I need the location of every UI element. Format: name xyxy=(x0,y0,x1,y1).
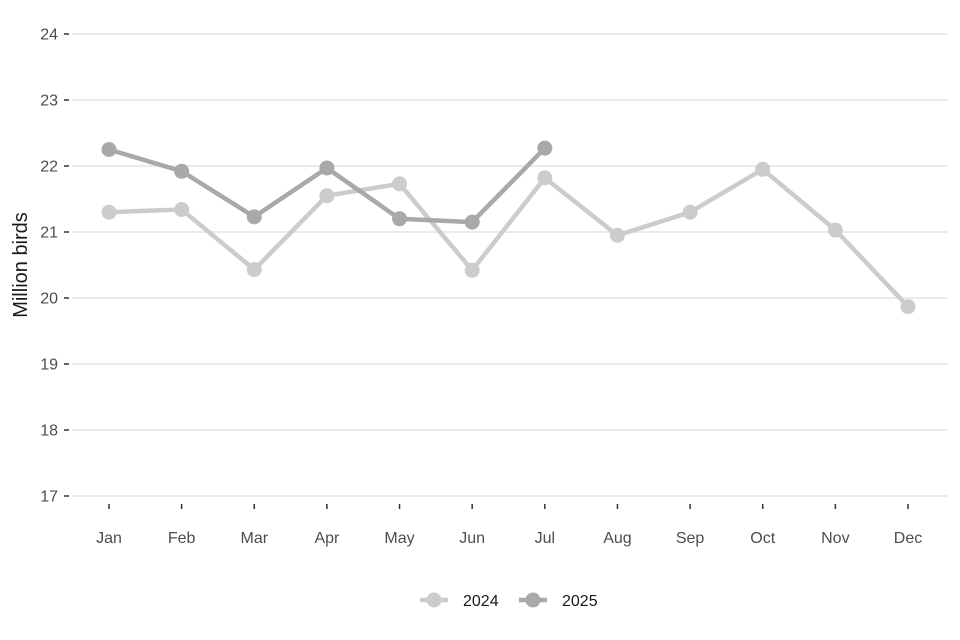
data-point xyxy=(319,160,335,176)
data-point xyxy=(682,204,698,220)
data-point xyxy=(174,163,190,179)
data-point xyxy=(392,176,408,192)
data-point xyxy=(464,262,480,278)
x-tick-label: Aug xyxy=(603,530,631,547)
x-tick-label: Oct xyxy=(750,530,775,547)
legend-label: 2025 xyxy=(562,593,598,610)
series-line xyxy=(108,167,910,309)
data-point xyxy=(464,214,480,230)
y-tick-label: 22 xyxy=(40,159,58,176)
x-tick-label: Jul xyxy=(535,530,555,547)
legend: 2024 2025 xyxy=(420,592,598,610)
data-point xyxy=(174,202,190,218)
x-tick-label: Nov xyxy=(821,530,849,547)
data-point xyxy=(101,142,117,157)
y-axis-title: Million birds xyxy=(10,212,32,318)
y-tick-label: 17 xyxy=(40,489,58,506)
data-point xyxy=(537,140,553,156)
data-point xyxy=(609,227,625,243)
data-point xyxy=(392,211,408,227)
y-tick-label: 20 xyxy=(40,291,58,308)
gridlines xyxy=(72,33,948,497)
x-tick-label: Feb xyxy=(168,530,196,547)
series-2025 xyxy=(101,140,553,230)
legend-item-2025: 2025 xyxy=(519,592,598,610)
legend-key-point xyxy=(426,592,442,608)
y-tick-label: 19 xyxy=(40,357,58,374)
x-tick-label: Jan xyxy=(96,530,122,547)
data-point xyxy=(900,299,916,315)
y-tick-label: 21 xyxy=(40,225,58,242)
legend-key-point xyxy=(525,592,541,608)
x-axis: Jan Feb Mar Apr May Jun Jul Aug Sep Oct Nov Dec xyxy=(96,504,922,547)
legend-label: 2024 xyxy=(463,593,499,610)
x-tick-label: Jun xyxy=(459,530,485,547)
data-point xyxy=(827,222,843,238)
legend-item-2024: 2024 xyxy=(420,592,499,610)
y-tick-label: 24 xyxy=(40,27,58,44)
x-tick-label: Sep xyxy=(676,530,705,547)
y-axis: 17 18 19 20 21 22 23 24 xyxy=(40,27,69,506)
series-2024 xyxy=(101,161,916,315)
data-point xyxy=(246,209,262,225)
x-tick-label: Dec xyxy=(894,530,922,547)
data-point xyxy=(755,161,771,177)
x-tick-label: Apr xyxy=(314,530,340,547)
x-tick-label: Mar xyxy=(240,530,268,547)
data-point xyxy=(246,262,262,278)
x-tick-label: May xyxy=(384,530,414,547)
y-tick-label: 18 xyxy=(40,423,58,440)
data-point xyxy=(101,204,117,220)
y-tick-label: 23 xyxy=(40,93,58,110)
series-group xyxy=(101,140,916,315)
data-point xyxy=(537,170,553,186)
data-point xyxy=(319,188,335,204)
